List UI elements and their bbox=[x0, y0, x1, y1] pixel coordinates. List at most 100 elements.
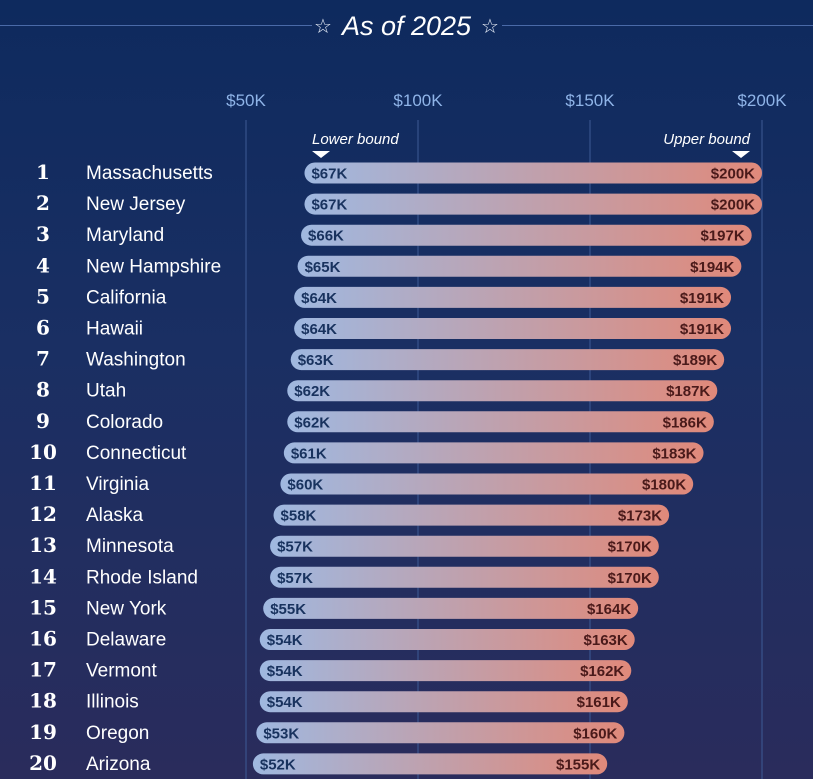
chart-row: 9 Colorado $62K $186K bbox=[36, 409, 714, 433]
range-bar bbox=[304, 193, 762, 215]
x-axis-ticks: $50K $100K $150K $200K bbox=[226, 91, 787, 110]
lower-value-label: $67K bbox=[311, 197, 347, 214]
range-bar bbox=[287, 380, 718, 402]
state-label: Delaware bbox=[86, 630, 166, 651]
rank-label: 14 bbox=[29, 564, 57, 588]
chart-row: 16 Delaware $54K $163K bbox=[29, 627, 635, 651]
lower-value-label: $57K bbox=[277, 539, 313, 556]
title-rule-right bbox=[502, 25, 813, 26]
lower-value-label: $62K bbox=[294, 414, 330, 431]
chart-row: 5 California $64K $191K bbox=[36, 284, 732, 308]
upper-bound-label: Upper bound bbox=[663, 131, 750, 148]
rank-label: 5 bbox=[36, 284, 50, 308]
chart-row: 8 Utah $62K $187K bbox=[36, 378, 718, 402]
upper-value-label: $191K bbox=[680, 321, 724, 338]
range-bar bbox=[304, 162, 762, 184]
chart-row: 15 New York $55K $164K bbox=[29, 595, 639, 619]
range-bar bbox=[256, 722, 625, 744]
upper-value-label: $170K bbox=[608, 570, 652, 587]
upper-value-label: $173K bbox=[618, 508, 662, 525]
upper-value-label: $180K bbox=[642, 477, 686, 494]
upper-value-label: $183K bbox=[652, 445, 696, 462]
rank-label: 2 bbox=[36, 191, 50, 215]
title-rule-left bbox=[0, 25, 312, 26]
upper-bound-marker-icon bbox=[732, 151, 750, 158]
lower-value-label: $64K bbox=[301, 321, 337, 338]
chart-row: 4 New Hampshire $65K $194K bbox=[36, 253, 742, 277]
x-tick-label: $100K bbox=[393, 91, 443, 110]
lower-value-label: $64K bbox=[301, 290, 337, 307]
rank-label: 1 bbox=[36, 160, 50, 184]
chart-row: 18 Illinois $54K $161K bbox=[29, 689, 628, 713]
state-label: Utah bbox=[86, 381, 126, 402]
x-tick-label: $50K bbox=[226, 91, 266, 110]
upper-value-label: $155K bbox=[556, 756, 600, 773]
lower-value-label: $60K bbox=[287, 477, 323, 494]
star-icon: ☆ bbox=[481, 15, 499, 38]
chart-row: 12 Alaska $58K $173K bbox=[29, 502, 670, 526]
state-label: Virginia bbox=[86, 474, 149, 495]
upper-value-label: $162K bbox=[580, 663, 624, 680]
state-label: Colorado bbox=[86, 412, 163, 433]
lower-value-label: $54K bbox=[267, 663, 303, 680]
lower-value-label: $61K bbox=[291, 445, 327, 462]
rank-label: 18 bbox=[29, 689, 57, 713]
range-bar bbox=[280, 473, 694, 495]
upper-value-label: $191K bbox=[680, 290, 724, 307]
lower-value-label: $53K bbox=[263, 725, 299, 742]
rank-label: 11 bbox=[29, 471, 57, 495]
lower-bound-label: Lower bound bbox=[312, 131, 399, 148]
rank-label: 3 bbox=[36, 222, 50, 246]
upper-value-label: $194K bbox=[690, 259, 734, 276]
state-label: Rhode Island bbox=[86, 567, 198, 588]
state-label: Alaska bbox=[86, 505, 143, 526]
rank-label: 20 bbox=[29, 751, 57, 775]
rank-label: 8 bbox=[36, 378, 50, 402]
lower-value-label: $54K bbox=[267, 694, 303, 711]
state-label: New Jersey bbox=[86, 194, 186, 215]
chart-row: 3 Maryland $66K $197K bbox=[36, 222, 752, 246]
rank-label: 4 bbox=[36, 253, 50, 277]
upper-value-label: $170K bbox=[608, 539, 652, 556]
bound-labels: Lower bound Upper bound bbox=[312, 131, 751, 158]
rank-label: 13 bbox=[29, 533, 57, 557]
lower-value-label: $62K bbox=[294, 383, 330, 400]
state-label: Hawaii bbox=[86, 319, 143, 340]
chart-row: 2 New Jersey $67K $200K bbox=[36, 191, 762, 215]
lower-value-label: $57K bbox=[277, 570, 313, 587]
lower-value-label: $66K bbox=[308, 228, 344, 245]
rank-label: 10 bbox=[29, 440, 57, 464]
upper-value-label: $186K bbox=[663, 414, 707, 431]
rank-label: 16 bbox=[29, 627, 57, 651]
upper-value-label: $160K bbox=[573, 725, 617, 742]
range-bar bbox=[290, 349, 725, 371]
state-label: New Hampshire bbox=[86, 256, 221, 277]
state-label: Washington bbox=[86, 350, 186, 371]
range-bar bbox=[301, 224, 752, 246]
range-bar bbox=[270, 566, 659, 588]
chart-row: 20 Arizona $52K $155K bbox=[29, 751, 608, 775]
state-label: Massachusetts bbox=[86, 163, 213, 184]
chart-row: 11 Virginia $60K $180K bbox=[29, 471, 694, 495]
upper-value-label: $197K bbox=[700, 228, 744, 245]
state-label: Vermont bbox=[86, 661, 157, 682]
chart-row: 1 Massachusetts $67K $200K bbox=[36, 160, 762, 184]
chart-rows: 1 Massachusetts $67K $200K 2 New Jersey $67K $2… bbox=[29, 160, 762, 775]
upper-value-label: $187K bbox=[666, 383, 710, 400]
upper-value-label: $200K bbox=[711, 166, 755, 183]
chart-row: 13 Minnesota $57K $170K bbox=[29, 533, 659, 557]
chart-row: 14 Rhode Island $57K $170K bbox=[29, 564, 659, 588]
chart-row: 6 Hawaii $64K $191K bbox=[36, 316, 732, 340]
lower-value-label: $52K bbox=[260, 756, 296, 773]
upper-value-label: $200K bbox=[711, 197, 755, 214]
star-icon: ☆ bbox=[314, 15, 332, 38]
range-bar bbox=[270, 535, 659, 557]
lower-bound-marker-icon bbox=[312, 151, 330, 158]
chart-title: As of 2025 bbox=[341, 10, 472, 41]
chart-title-block: ☆ As of 2025 ☆ bbox=[0, 6, 813, 46]
rank-label: 7 bbox=[36, 347, 50, 371]
state-label: Maryland bbox=[86, 225, 164, 246]
range-bar bbox=[287, 411, 714, 433]
upper-value-label: $161K bbox=[577, 694, 621, 711]
lower-value-label: $63K bbox=[298, 352, 334, 369]
